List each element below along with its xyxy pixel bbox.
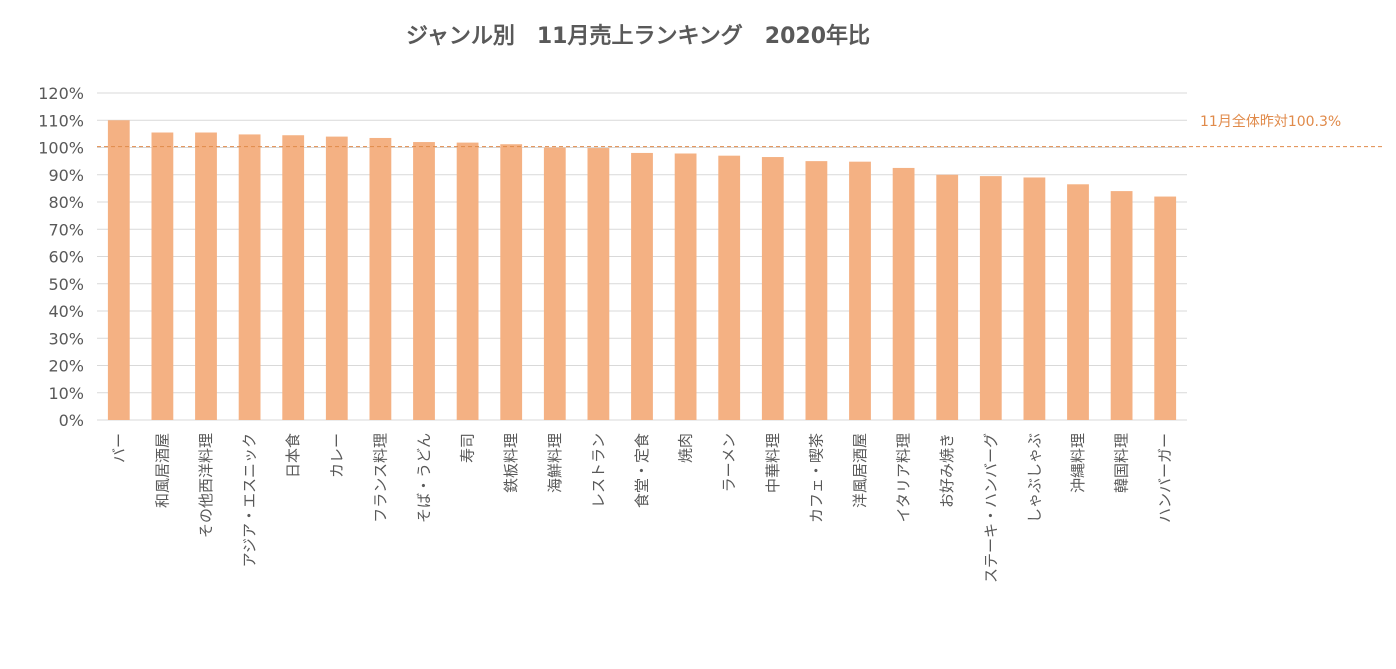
x-tick-label: アジア・エスニック xyxy=(241,433,259,567)
bar xyxy=(805,161,828,420)
x-tick-label: 沖縄料理 xyxy=(1069,433,1087,493)
bar xyxy=(761,157,784,420)
bar xyxy=(1023,177,1046,420)
x-tick-label: レストラン xyxy=(589,433,607,508)
y-tick-label: 120% xyxy=(38,84,84,103)
y-tick-label: 50% xyxy=(48,275,84,294)
y-tick-label: 100% xyxy=(38,139,84,158)
x-tick-label: 食堂・定食 xyxy=(633,433,651,508)
y-tick-label: 30% xyxy=(48,329,84,348)
x-tick-label: イタリア料理 xyxy=(895,433,913,522)
bar xyxy=(1110,191,1133,420)
bar xyxy=(282,135,305,421)
y-tick-label: 90% xyxy=(48,166,84,185)
y-tick-label: 10% xyxy=(48,384,84,403)
bar xyxy=(936,174,959,420)
bar xyxy=(369,137,392,420)
bar xyxy=(456,142,479,420)
x-tick-label: その他西洋料理 xyxy=(197,433,215,538)
y-axis-ticks: 0% 10% 20% 30% 40% 50% 60% 70% 80% 90% 100% 110% 120… xyxy=(38,84,84,430)
y-tick-label: 0% xyxy=(59,411,84,430)
x-tick-label: 日本食 xyxy=(284,433,302,478)
x-tick-label: しゃぶしゃぶ xyxy=(1025,433,1043,523)
x-tick-label: 鉄板料理 xyxy=(502,433,520,493)
bar xyxy=(718,155,741,421)
x-tick-label: フランス料理 xyxy=(371,433,389,523)
x-tick-label: ステーキ・ハンバーグ xyxy=(982,433,1000,583)
bars xyxy=(107,120,1177,421)
x-tick-label: 中華料理 xyxy=(764,433,782,493)
bar xyxy=(849,161,871,421)
bar xyxy=(543,147,566,420)
bar xyxy=(587,148,610,421)
x-tick-label: 海鮮料理 xyxy=(546,433,564,493)
y-tick-label: 60% xyxy=(48,248,84,267)
bar xyxy=(413,142,435,421)
x-tick-label: 焼肉 xyxy=(677,433,695,463)
y-tick-label: 110% xyxy=(38,111,84,130)
x-tick-label: 寿司 xyxy=(459,433,477,463)
bar xyxy=(195,132,217,420)
x-tick-label: ラーメン xyxy=(720,433,738,492)
bar xyxy=(151,132,174,420)
bar xyxy=(238,134,261,421)
bar xyxy=(325,136,348,420)
bar xyxy=(107,120,130,420)
y-tick-label: 40% xyxy=(48,302,84,321)
x-tick-label: お好み焼き xyxy=(938,433,956,508)
x-tick-label: カフェ・喫茶 xyxy=(807,433,825,523)
x-tick-label: 和風居酒屋 xyxy=(153,433,171,508)
bar xyxy=(892,167,915,420)
x-tick-label: バー xyxy=(110,433,128,463)
bar xyxy=(979,176,1002,420)
bar xyxy=(674,153,697,420)
chart-title: ジャンル別 11月売上ランキング 2020年比 xyxy=(406,23,870,49)
bar xyxy=(500,144,523,421)
bar xyxy=(1154,196,1177,420)
x-tick-label: そば・うどん xyxy=(415,433,433,523)
x-axis-ticks: バー 和風居酒屋 その他西洋料理 アジア・エスニック 日本食 カレー フランス料理 そば・うど… xyxy=(110,433,1174,583)
bar xyxy=(631,152,653,420)
x-tick-label: ハンバーガー xyxy=(1156,433,1174,523)
reference-line-group: 11月全体昨対100.3% xyxy=(97,113,1382,148)
x-tick-label: カレー xyxy=(328,433,346,478)
reference-line-label: 11月全体昨対100.3% xyxy=(1200,113,1341,130)
bar xyxy=(1067,184,1089,420)
y-tick-label: 70% xyxy=(48,220,84,239)
x-tick-label: 韓国料理 xyxy=(1113,433,1131,493)
x-tick-label: 洋風居酒屋 xyxy=(851,433,869,508)
y-tick-label: 20% xyxy=(48,357,84,376)
y-tick-label: 80% xyxy=(48,193,84,212)
